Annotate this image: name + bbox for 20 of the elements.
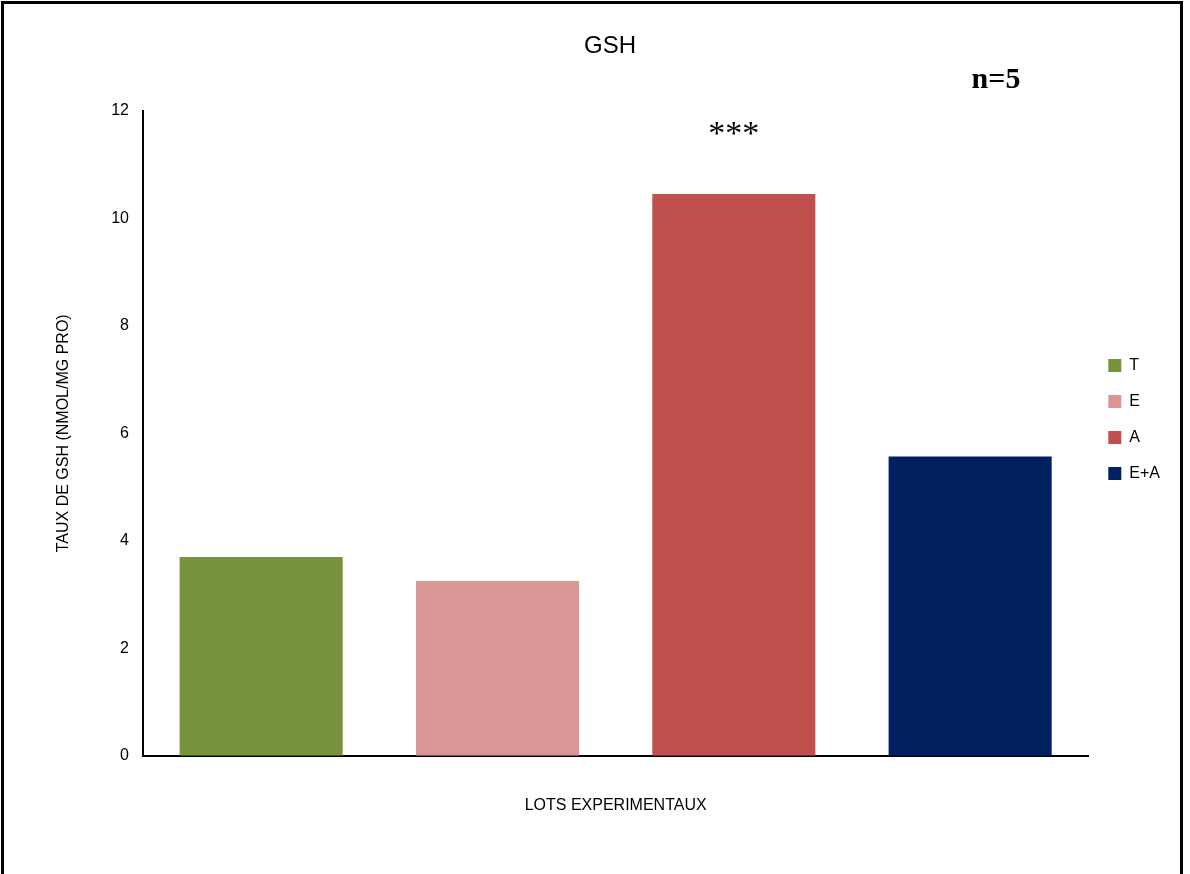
y-axis-title: TAUX DE GSH (NMOL/MG PRO) xyxy=(54,314,72,553)
y-tick-label: 6 xyxy=(120,423,130,441)
annotation: *** xyxy=(708,114,760,152)
legend-label: A xyxy=(1129,427,1141,445)
bar xyxy=(179,556,343,756)
legend-label: E+A xyxy=(1129,463,1161,481)
legend-label: T xyxy=(1129,355,1140,373)
bar xyxy=(888,456,1052,756)
y-tick-label: 8 xyxy=(120,316,130,334)
chart-title: GSH xyxy=(583,31,637,59)
y-tick-label: 0 xyxy=(120,746,130,764)
legend-label: E xyxy=(1129,391,1140,409)
x-axis-title: LOTS EXPERIMENTAUX xyxy=(524,795,707,813)
text: n=5 xyxy=(971,61,1021,94)
y-tick-label: 2 xyxy=(120,638,130,656)
bar xyxy=(652,194,816,756)
y-tick-label: 10 xyxy=(111,208,130,226)
bar xyxy=(415,581,580,756)
y-tick-label: 4 xyxy=(120,531,130,549)
y-tick-label: 12 xyxy=(111,101,130,119)
